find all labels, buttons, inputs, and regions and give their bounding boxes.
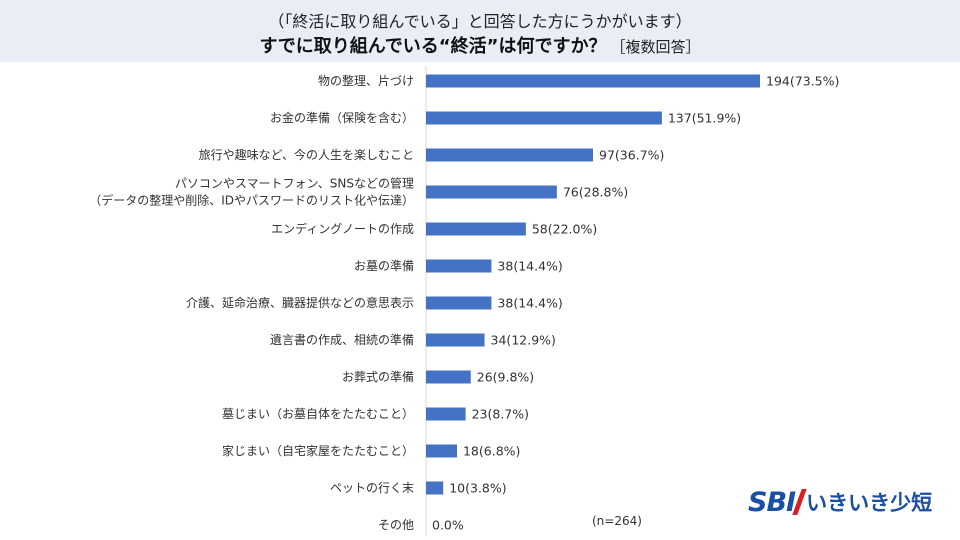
value-label: 38(14.4%) xyxy=(497,296,562,311)
bar-chart: 194(73.5%) 物の整理、片づけ 137(51.9%) お金の準備（保険を含む）… xyxy=(89,66,839,537)
brand-logo: SBI いきいき少短 xyxy=(748,484,932,520)
bar xyxy=(426,185,557,199)
bar xyxy=(426,111,662,125)
logo-text: いきいき少短 xyxy=(806,491,933,515)
value-label: 26(9.8%) xyxy=(477,370,534,385)
value-label: 137(51.9%) xyxy=(668,111,741,126)
value-label: 194(73.5%) xyxy=(766,74,839,89)
chart-subtitle: （「終活に取り組んでいる」と回答した方にうかがいます） xyxy=(268,12,692,31)
chart-title-line: すでに取り組んでいる“終活”は何ですか？ ［複数回答］ xyxy=(0,32,960,58)
value-label: 34(12.9%) xyxy=(491,333,556,348)
category-label: 墓じまい（お墓自体をたたむこと） xyxy=(222,407,414,421)
category-label: パソコンやスマートフォン、SNSなどの管理 xyxy=(175,176,414,191)
value-label: 58(22.0%) xyxy=(532,222,597,237)
sample-size-note: (n=264) xyxy=(592,514,642,528)
bar xyxy=(426,222,526,236)
bar xyxy=(426,481,444,495)
value-label: 10(3.8%) xyxy=(449,481,506,496)
category-label: 旅行や趣味など、今の人生を楽しむこと xyxy=(199,147,414,162)
category-label: 介護、延命治療、臓器提供などの意思表示 xyxy=(186,295,414,310)
bar xyxy=(426,407,466,421)
chart-header: （「終活に取り組んでいる」と回答した方にうかがいます） すでに取り組んでいる“終… xyxy=(0,0,960,62)
bar xyxy=(426,74,760,88)
chart-title: すでに取り組んでいる“終活”は何ですか？ xyxy=(259,36,607,57)
category-label: お葬式の準備 xyxy=(342,369,414,384)
bar xyxy=(426,296,492,310)
value-label: 18(6.8%) xyxy=(463,444,520,459)
category-label: 物の整理、片づけ xyxy=(318,73,414,88)
bar xyxy=(426,370,471,384)
value-label: 23(8.7%) xyxy=(472,407,529,422)
category-label: 遺言書の作成、相続の準備 xyxy=(270,332,414,347)
category-label: お金の準備（保険を含む） xyxy=(270,110,414,125)
category-label: お墓の準備 xyxy=(354,258,414,273)
category-label: その他 xyxy=(378,518,414,532)
value-label: 76(28.8%) xyxy=(563,185,628,200)
category-label: エンディングノートの作成 xyxy=(271,221,414,236)
category-label: （データの整理や削除、IDやパスワードのリスト化や伝達） xyxy=(89,193,414,208)
bar xyxy=(426,259,492,273)
bar xyxy=(426,444,457,458)
bar xyxy=(426,148,593,162)
category-label: ペットの行く末 xyxy=(330,481,414,495)
bar xyxy=(426,333,485,347)
value-label: 0.0% xyxy=(432,518,464,533)
category-label: 家じまい（自宅家屋をたたむこと） xyxy=(222,443,414,458)
value-label: 97(36.7%) xyxy=(599,148,664,163)
value-label: 38(14.4%) xyxy=(497,259,562,274)
title-note: ［複数回答］ xyxy=(610,38,701,56)
logo-mark: SBI xyxy=(748,486,796,518)
